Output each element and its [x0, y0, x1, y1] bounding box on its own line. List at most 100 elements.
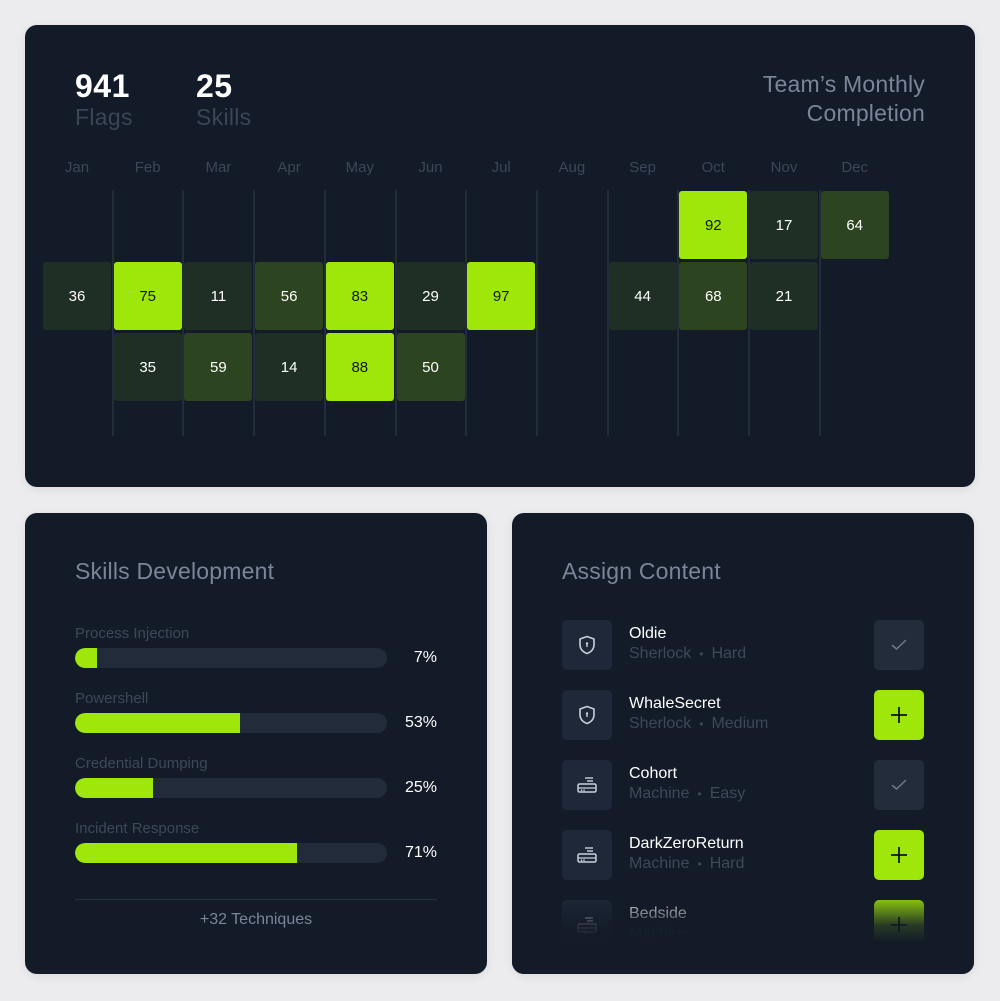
skill-row: Process Injection 7% — [75, 625, 437, 675]
skill-progress-fill — [75, 648, 97, 668]
month-header-apr: Apr — [277, 159, 301, 176]
skill-percent: 53% — [404, 714, 437, 731]
more-techniques-link[interactable]: +32 Techniques — [199, 911, 313, 928]
assigned-check-button[interactable] — [874, 760, 924, 810]
skills-stat: 25 Skills — [196, 69, 251, 131]
completion-cell-jun: 50 — [396, 333, 465, 401]
content-meta: Sherlock • Hard — [629, 645, 746, 663]
month-header-feb: Feb — [134, 159, 161, 176]
skill-row: Powershell 53% — [75, 690, 437, 740]
content-name: WhaleSecret — [629, 695, 721, 712]
check-icon — [891, 779, 907, 791]
month-header-mar: Mar — [205, 159, 232, 176]
chart-title: Team’s Monthly Completion — [763, 70, 925, 128]
server-icon — [562, 760, 612, 810]
completion-cell-feb: 35 — [113, 333, 182, 401]
content-item: WhaleSecret Sherlock • Medium — [562, 690, 924, 740]
flags-label: Flags — [75, 104, 133, 130]
divider — [75, 899, 437, 900]
column-separator — [677, 190, 680, 436]
completion-cell-oct: 92 — [679, 191, 748, 259]
month-header-oct: Oct — [701, 159, 725, 176]
meta-separator: • — [699, 717, 704, 731]
month-headers: Jan Feb Mar Apr May Jun Jul Aug Sep Oct Nov Dec — [25, 159, 975, 183]
flags-stat: 941 Flags — [75, 69, 133, 131]
skill-progress-track — [75, 713, 387, 733]
completion-cell-sep: 44 — [608, 262, 677, 330]
content-difficulty: Hard — [711, 645, 747, 662]
shield-icon — [562, 690, 612, 740]
completion-cell-oct: 68 — [679, 262, 748, 330]
assigned-check-button[interactable] — [874, 620, 924, 670]
skill-percent: 25% — [404, 779, 437, 796]
column-separator — [394, 190, 397, 436]
column-separator — [182, 190, 185, 436]
add-content-button[interactable] — [874, 830, 924, 880]
column-separator — [535, 190, 538, 436]
skill-row: Incident Response 71% — [75, 820, 437, 870]
skills-label: Skills — [196, 104, 252, 130]
content-item: DarkZeroReturn Machine • Hard — [562, 830, 924, 880]
assign-content-card: Assign Content Oldie Sherlock • Hard WhaleSe… — [512, 513, 974, 974]
completion-cell-apr: 56 — [255, 262, 324, 330]
content-type: Machine — [629, 855, 690, 872]
completion-cell-nov: 17 — [750, 191, 818, 259]
completion-cell-may: 88 — [325, 333, 394, 401]
skill-percent: 71% — [404, 844, 437, 861]
skill-progress-track — [75, 778, 387, 798]
skills-title: Skills Development — [75, 558, 275, 584]
assign-title: Assign Content — [562, 558, 721, 584]
completion-cell-jul: 97 — [467, 262, 536, 330]
skills-count: 25 — [196, 68, 233, 104]
skill-progress-fill — [75, 843, 297, 863]
content-meta: Sherlock • Medium — [629, 715, 768, 733]
month-header-jul: Jul — [491, 159, 511, 176]
month-header-jun: Jun — [418, 159, 443, 176]
skills-development-card: Skills Development Process Injection 7% … — [25, 513, 487, 974]
month-header-nov: Nov — [770, 159, 798, 176]
column-separator — [748, 190, 750, 436]
month-header-dec: Dec — [841, 159, 869, 176]
monthly-completion-card: 941 Flags 25 Skills Team’s Monthly Compl… — [25, 25, 975, 487]
month-header-aug: Aug — [558, 159, 586, 176]
content-type: Machine — [629, 785, 690, 802]
column-separator — [111, 190, 114, 436]
completion-cell-jun: 29 — [396, 262, 465, 330]
skill-name: Process Injection — [75, 625, 190, 642]
meta-separator: • — [697, 857, 702, 871]
add-content-button[interactable] — [874, 690, 924, 740]
completion-cell-apr: 14 — [255, 333, 324, 401]
plus-icon — [889, 705, 909, 725]
content-type: Sherlock — [629, 645, 692, 662]
column-separator — [606, 190, 609, 436]
completion-cell-dec: 64 — [820, 191, 889, 259]
flags-count: 941 — [75, 68, 130, 104]
column-separator — [253, 190, 256, 436]
chart-title-line2: Completion — [806, 100, 925, 126]
column-separator — [818, 190, 821, 436]
column-separator — [465, 190, 468, 436]
content-type: Sherlock — [629, 715, 692, 732]
skill-row: Credential Dumping 25% — [75, 755, 437, 805]
skill-progress-track — [75, 648, 387, 668]
completion-cell-mar: 59 — [184, 333, 253, 401]
list-fade-overlay — [512, 893, 974, 974]
month-header-sep: Sep — [629, 159, 656, 176]
month-header-may: May — [345, 159, 374, 176]
skill-percent: 7% — [413, 649, 437, 666]
content-difficulty: Hard — [709, 855, 745, 872]
content-name: DarkZeroReturn — [629, 835, 744, 852]
completion-cell-jan: 36 — [43, 262, 111, 330]
meta-separator: • — [699, 647, 704, 661]
server-icon — [562, 830, 612, 880]
skill-name: Incident Response — [75, 820, 200, 837]
content-meta: Machine • Easy — [629, 785, 745, 803]
skill-progress-fill — [75, 713, 241, 733]
completion-cell-feb: 75 — [113, 262, 182, 330]
shield-icon — [562, 620, 612, 670]
month-header-jan: Jan — [64, 159, 90, 176]
completion-cell-nov: 21 — [750, 262, 818, 330]
content-difficulty: Medium — [711, 715, 769, 732]
column-separator — [323, 190, 326, 436]
content-meta: Machine • Hard — [629, 855, 744, 873]
